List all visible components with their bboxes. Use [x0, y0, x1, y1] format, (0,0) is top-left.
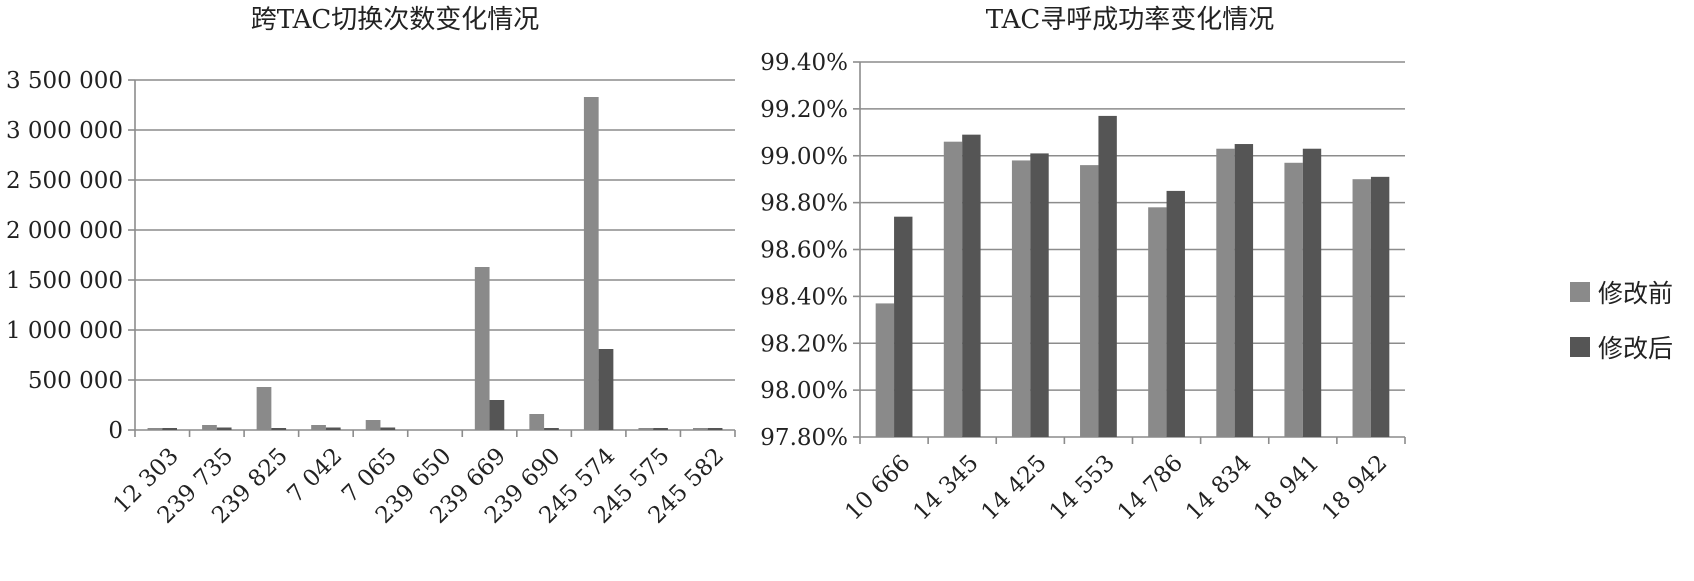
x-tick-label: 14 425 [977, 450, 1052, 525]
chart2-title: TAC寻呼成功率变化情况 [986, 5, 1275, 35]
bar-after [962, 134, 981, 437]
x-tick-label: 14 553 [1045, 450, 1120, 525]
x-tick-label: 18 941 [1249, 450, 1324, 525]
bar-after [380, 427, 396, 430]
bar-after [216, 427, 232, 430]
bar-before [583, 97, 599, 430]
y-tick-label: 98.60% [760, 238, 848, 264]
bar-before [638, 428, 654, 430]
bar-before [529, 414, 545, 430]
legend-swatch-before [1570, 282, 1590, 302]
bar-after [894, 216, 913, 437]
y-tick-label: 2 500 000 [6, 168, 123, 194]
bar-before [1080, 165, 1099, 437]
legend-swatch-after [1570, 337, 1590, 357]
bar-before [693, 428, 708, 430]
bar-after [707, 428, 723, 430]
y-tick-label: 1 000 000 [6, 318, 123, 344]
legend-label-before: 修改前 [1598, 279, 1673, 308]
y-tick-label: 99.40% [760, 50, 848, 76]
bar-after [598, 349, 614, 430]
bar-after [271, 428, 287, 430]
bar-after [162, 428, 177, 430]
legend-label-after: 修改后 [1598, 334, 1673, 363]
bar-before [943, 141, 963, 437]
y-tick-label: 98.00% [760, 378, 848, 404]
bar-before [202, 425, 217, 430]
y-tick-label: 99.20% [760, 97, 848, 123]
y-tick-label: 99.00% [760, 144, 848, 170]
bar-before [1216, 148, 1235, 437]
x-tick-label: 7 042 [283, 443, 348, 508]
y-tick-label: 1 500 000 [6, 268, 123, 294]
bar-before [1352, 179, 1371, 437]
y-tick-label: 0 [108, 418, 123, 444]
chart1-title: 跨TAC切换次数变化情况 [251, 5, 540, 35]
bar-after [325, 427, 341, 430]
x-tick-label: 10 666 [840, 450, 915, 525]
bar-after [653, 428, 668, 430]
bar-before [365, 420, 381, 430]
handover-count-chart: 跨TAC切换次数变化情况 0 500 000 1 000 000 1 500 000 2… [6, 5, 736, 529]
bar-before [1011, 160, 1031, 437]
y-tick-label: 3 000 000 [6, 118, 123, 144]
bar-before [1284, 162, 1303, 437]
y-tick-label: 98.20% [760, 331, 848, 357]
x-tick-label: 18 942 [1317, 450, 1392, 525]
x-tick-label: 14 786 [1113, 450, 1188, 525]
y-tick-label: 98.80% [760, 191, 848, 217]
paging-success-rate-chart: TAC寻呼成功率变化情况 97.80% 98.00% 98.20% 98.40% 98.… [760, 5, 1673, 525]
y-tick-label: 500 000 [28, 368, 123, 394]
bar-after [544, 428, 559, 430]
bar-before [474, 267, 490, 430]
x-tick-label: 14 834 [1181, 450, 1256, 525]
y-tick-label: 3 500 000 [6, 68, 123, 94]
bar-after [1302, 148, 1322, 437]
bar-before [256, 387, 272, 430]
bar-before [147, 428, 163, 430]
y-tick-label: 98.40% [760, 284, 848, 310]
bar-after [1370, 176, 1390, 437]
bar-before [1148, 207, 1167, 437]
bar-after [1166, 190, 1185, 437]
bar-after [1030, 153, 1049, 437]
bar-before [311, 425, 326, 430]
bar-after [1098, 115, 1117, 437]
y-tick-label: 2 000 000 [6, 218, 123, 244]
y-tick-label: 97.80% [760, 425, 848, 451]
bar-after [1234, 144, 1254, 437]
bar-after [489, 400, 505, 430]
x-tick-label: 14 345 [908, 450, 983, 525]
bar-before [875, 303, 895, 437]
